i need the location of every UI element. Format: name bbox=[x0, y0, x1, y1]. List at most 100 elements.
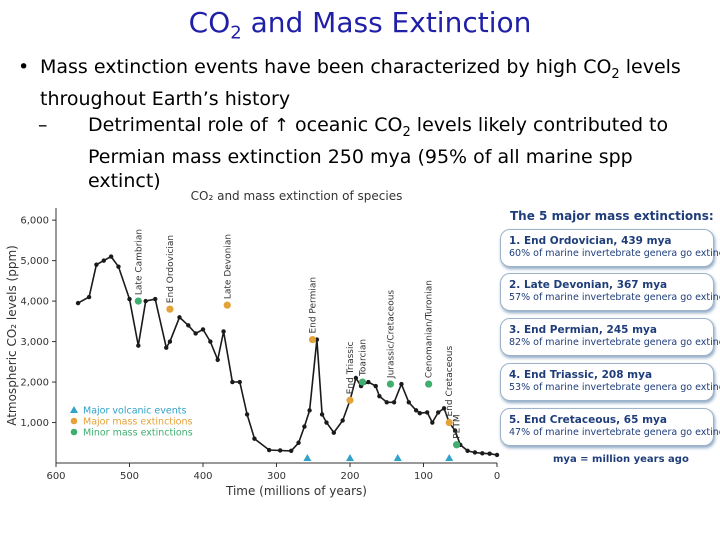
co2-data-point bbox=[430, 420, 435, 425]
co2-data-point bbox=[266, 447, 272, 453]
x-axis-label: Time (millions of years) bbox=[225, 484, 367, 498]
extinction-label: Toarcian bbox=[358, 339, 368, 377]
y-tick-label: 4,000 bbox=[20, 297, 49, 308]
co2-data-point bbox=[353, 375, 359, 381]
y-tick-label: 6,000 bbox=[20, 216, 49, 227]
bullet-2: – Detrimental role of ↑ oceanic CO2 leve… bbox=[38, 113, 669, 192]
x-tick-label: 400 bbox=[193, 471, 212, 482]
co2-data-point bbox=[177, 315, 182, 320]
extinction-box-5: 5. End Cretaceous, 65 mya 47% of marine … bbox=[500, 408, 720, 446]
co2-data-point bbox=[208, 339, 213, 344]
extinction-box-3: 3. End Permian, 245 mya 82% of marine in… bbox=[500, 318, 720, 356]
co2-data-point bbox=[377, 394, 382, 399]
co2-data-point bbox=[237, 379, 242, 385]
co2-data-point bbox=[116, 264, 121, 269]
co2-data-point bbox=[340, 418, 345, 423]
legend-label: Minor mass extinctions bbox=[83, 428, 193, 439]
extinction-label: End Triassic bbox=[346, 342, 356, 395]
extinction-label: End Permian bbox=[309, 277, 319, 334]
minor-extinction-marker bbox=[134, 297, 142, 305]
x-tick-label: 0 bbox=[494, 471, 500, 482]
co2-data-point bbox=[127, 296, 132, 302]
co2-data-point bbox=[230, 379, 235, 385]
extinction-detail: 82% of marine invertebrate genera go ext… bbox=[509, 337, 720, 348]
extinction-detail: 57% of marine invertebrate genera go ext… bbox=[509, 292, 720, 303]
co2-data-point bbox=[296, 440, 301, 445]
co2-data-point bbox=[436, 410, 441, 415]
co2-data-point bbox=[366, 379, 371, 385]
legend-triangle-icon bbox=[70, 406, 78, 413]
co2-data-point bbox=[164, 345, 169, 350]
mya-note: mya = million years ago bbox=[553, 454, 689, 465]
co2-data-point bbox=[186, 323, 191, 328]
extinction-detail: 53% of marine invertebrate genera go ext… bbox=[509, 382, 720, 393]
minor-extinction-marker bbox=[386, 380, 395, 388]
volcanic-event-marker bbox=[303, 454, 312, 461]
y-tick-label: 5,000 bbox=[20, 256, 49, 267]
co2-data-point bbox=[406, 400, 411, 405]
extinction-label: PETM bbox=[453, 414, 463, 438]
extinction-label: Jurassic/Cretaceous bbox=[386, 290, 396, 379]
extinction-box-2: 2. Late Devonian, 367 mya 57% of marine … bbox=[500, 273, 720, 311]
volcanic-event-marker bbox=[445, 454, 454, 461]
co2-data-point bbox=[373, 383, 378, 389]
minor-extinction-marker bbox=[452, 441, 461, 449]
bullet-1: • Mass extinction events have been chara… bbox=[18, 56, 681, 110]
legend-circle-icon bbox=[70, 428, 78, 436]
co2-data-point bbox=[441, 406, 447, 411]
co2-data-point bbox=[384, 400, 389, 405]
extinction-detail: 47% of marine invertebrate genera go ext… bbox=[509, 427, 720, 438]
extinction-box-4: 4. End Triassic, 208 mya 53% of marine i… bbox=[500, 363, 720, 401]
co2-data-point bbox=[252, 436, 257, 441]
co2-data-point bbox=[307, 408, 312, 413]
co2-data-point bbox=[94, 262, 99, 267]
co2-data-point bbox=[417, 411, 423, 416]
up-arrow-icon: ↑ bbox=[273, 114, 289, 136]
co2-data-point bbox=[108, 254, 114, 259]
x-tick-label: 500 bbox=[120, 471, 139, 482]
extinction-label: Late Cambrian bbox=[134, 229, 144, 295]
minor-extinction-marker bbox=[425, 380, 433, 388]
extinction-label: Late Devonian bbox=[223, 234, 233, 299]
co2-data-point bbox=[101, 258, 106, 263]
volcanic-event-marker bbox=[346, 454, 354, 461]
minor-extinction-marker bbox=[358, 378, 367, 386]
co2-data-point bbox=[136, 343, 141, 348]
chart-title: CO₂ and mass extinction of species bbox=[191, 189, 403, 203]
co2-series-line bbox=[77, 255, 498, 456]
y-tick-label: 2,000 bbox=[20, 378, 49, 389]
co2-data-point bbox=[480, 451, 485, 456]
extinction-box-1: 1. End Ordovician, 439 mya 60% of marine… bbox=[500, 229, 720, 267]
bullet-dash: – bbox=[38, 113, 48, 136]
extinction-heading: 1. End Ordovician, 439 mya bbox=[509, 235, 672, 247]
extinction-detail: 60% of marine invertebrate genera go ext… bbox=[509, 248, 720, 259]
co2-data-point bbox=[193, 331, 198, 336]
co2-data-point bbox=[244, 412, 250, 417]
co2-data-point bbox=[391, 400, 397, 405]
x-tick-label: 600 bbox=[46, 471, 65, 482]
co2-data-point bbox=[153, 296, 158, 302]
co2-data-point bbox=[221, 329, 226, 334]
co2-data-point bbox=[143, 298, 148, 304]
co2-data-point bbox=[302, 424, 307, 429]
bullet-dot: • bbox=[18, 56, 30, 78]
extinctions-panel-title: The 5 major mass extinctions: bbox=[510, 209, 714, 223]
co2-data-point bbox=[277, 448, 283, 453]
co2-data-point bbox=[75, 300, 81, 306]
co2-data-point bbox=[215, 357, 220, 362]
co2-data-point bbox=[324, 420, 329, 425]
slide-title: CO2 and Mass Extinction bbox=[188, 6, 532, 44]
major-extinction-marker bbox=[445, 418, 453, 427]
plot-area bbox=[56, 208, 497, 463]
legend-circle-icon bbox=[70, 417, 78, 425]
co2-chart: CO₂ and mass extinction of species 1,000 2… bbox=[5, 189, 500, 498]
major-extinction-marker bbox=[346, 396, 354, 404]
co2-data-point bbox=[413, 408, 419, 413]
major-extinction-marker bbox=[308, 335, 317, 344]
co2-data-point bbox=[86, 294, 92, 300]
x-tick-label: 200 bbox=[340, 471, 359, 482]
co2-data-point bbox=[167, 339, 173, 344]
co2-data-point bbox=[200, 327, 206, 332]
extinction-heading: 2. Late Devonian, 367 mya bbox=[509, 279, 668, 291]
y-tick-label: 1,000 bbox=[20, 418, 49, 429]
